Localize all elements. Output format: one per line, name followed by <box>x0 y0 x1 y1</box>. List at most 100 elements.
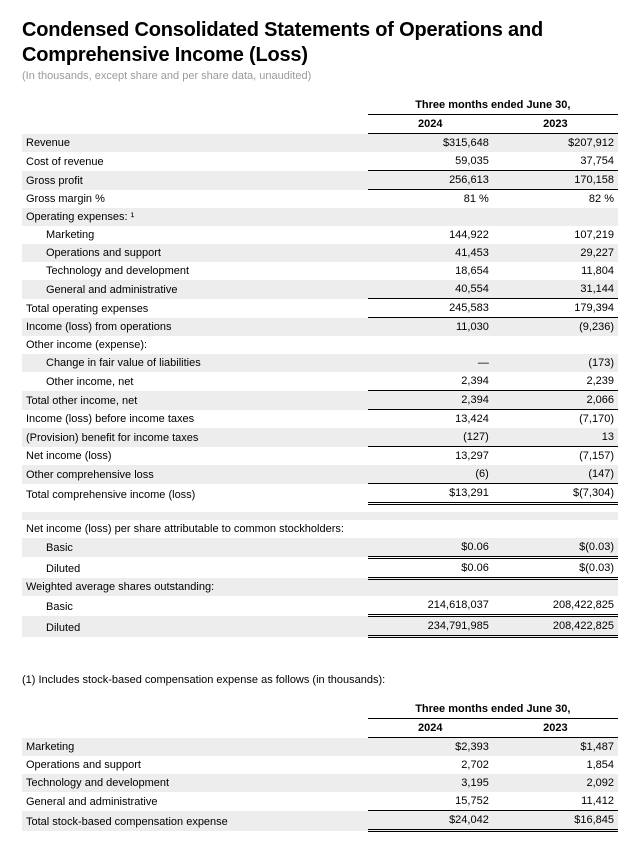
val-2024: (127) <box>368 428 493 447</box>
label: Total stock-based compensation expense <box>22 811 368 831</box>
year-header-row: 2024 2023 <box>22 115 618 134</box>
row-inc-before-tax: Income (loss) before income taxes 13,424… <box>22 410 618 429</box>
val-2023: 29,227 <box>493 244 618 262</box>
row-opexp-header: Operating expenses: ¹ <box>22 208 618 226</box>
label: Net income (loss) <box>22 447 368 466</box>
val-2024: 214,618,037 <box>368 596 493 616</box>
sbc-row-total: Total stock-based compensation expense $… <box>22 811 618 831</box>
row-total-other-inc: Total other income, net 2,394 2,066 <box>22 391 618 410</box>
label: Total operating expenses <box>22 299 368 318</box>
label: Other comprehensive loss <box>22 465 368 484</box>
label: Marketing <box>22 738 368 757</box>
label: Revenue <box>22 134 368 153</box>
row-net-income: Net income (loss) 13,297 (7,157) <box>22 447 618 466</box>
label: Marketing <box>22 226 368 244</box>
label: Operations and support <box>22 756 368 774</box>
label: Cost of revenue <box>22 152 368 171</box>
val-2023: 170,158 <box>493 171 618 190</box>
year-2023: 2023 <box>493 719 618 738</box>
label: Change in fair value of liabilities <box>22 354 368 372</box>
page-title: Condensed Consolidated Statements of Ope… <box>22 18 618 68</box>
val-2023: 13 <box>493 428 618 447</box>
row-other-inc-header: Other income (expense): <box>22 336 618 354</box>
val-2024: 256,613 <box>368 171 493 190</box>
val-2023: (7,170) <box>493 410 618 429</box>
label: Diluted <box>22 557 368 578</box>
val-2024: $0.06 <box>368 557 493 578</box>
val-2023: $1,487 <box>493 738 618 757</box>
row-eps-diluted: Diluted $0.06 $(0.03) <box>22 557 618 578</box>
val-2024: 81 % <box>368 190 493 209</box>
footnote-1: (1) Includes stock-based compensation ex… <box>22 674 618 686</box>
label: Operating expenses: ¹ <box>22 208 368 226</box>
val-2023: $207,912 <box>493 134 618 153</box>
val-2023: $(0.03) <box>493 557 618 578</box>
row-cost-revenue: Cost of revenue 59,035 37,754 <box>22 152 618 171</box>
label: Technology and development <box>22 262 368 280</box>
val-2023: (147) <box>493 465 618 484</box>
val-2023: 208,422,825 <box>493 596 618 616</box>
label: Weighted average shares outstanding: <box>22 578 368 596</box>
sbc-table: Three months ended June 30, 2024 2023 Ma… <box>22 700 618 832</box>
val-2023: 82 % <box>493 190 618 209</box>
sbc-row-marketing: Marketing $2,393 $1,487 <box>22 738 618 757</box>
val-2024: 40,554 <box>368 280 493 299</box>
val-2024: 2,702 <box>368 756 493 774</box>
row-other-inc-net: Other income, net 2,394 2,239 <box>22 372 618 391</box>
label: (Provision) benefit for income taxes <box>22 428 368 447</box>
sbc-period-header-row: Three months ended June 30, <box>22 700 618 719</box>
row-waso-diluted: Diluted 234,791,985 208,422,825 <box>22 616 618 637</box>
row-eps-header: Net income (loss) per share attributable… <box>22 520 618 538</box>
val-2023: 37,754 <box>493 152 618 171</box>
val-2023: 107,219 <box>493 226 618 244</box>
row-total-comp-inc: Total comprehensive income (loss) $13,29… <box>22 484 618 504</box>
label: Income (loss) from operations <box>22 318 368 337</box>
val-2024: (6) <box>368 465 493 484</box>
val-2024: $24,042 <box>368 811 493 831</box>
row-gross-profit: Gross profit 256,613 170,158 <box>22 171 618 190</box>
val-2023: 11,804 <box>493 262 618 280</box>
val-2024: 234,791,985 <box>368 616 493 637</box>
val-2024: 41,453 <box>368 244 493 262</box>
sbc-year-header-row: 2024 2023 <box>22 719 618 738</box>
val-2024: $13,291 <box>368 484 493 504</box>
operations-table: Three months ended June 30, 2024 2023 Re… <box>22 96 618 638</box>
val-2024: $0.06 <box>368 538 493 558</box>
val-2024: — <box>368 354 493 372</box>
row-gross-margin: Gross margin % 81 % 82 % <box>22 190 618 209</box>
year-2024: 2024 <box>368 719 493 738</box>
row-waso-basic: Basic 214,618,037 208,422,825 <box>22 596 618 616</box>
val-2023: $16,845 <box>493 811 618 831</box>
sbc-row-ga: General and administrative 15,752 11,412 <box>22 792 618 811</box>
val-2023: (9,236) <box>493 318 618 337</box>
val-2024: 2,394 <box>368 372 493 391</box>
val-2023: 179,394 <box>493 299 618 318</box>
row-prov-tax: (Provision) benefit for income taxes (12… <box>22 428 618 447</box>
val-2024: 11,030 <box>368 318 493 337</box>
subtitle: (In thousands, except share and per shar… <box>22 70 618 82</box>
row-ga: General and administrative 40,554 31,144 <box>22 280 618 299</box>
period-header: Three months ended June 30, <box>368 96 618 115</box>
val-2023: 2,066 <box>493 391 618 410</box>
sbc-row-ops-support: Operations and support 2,702 1,854 <box>22 756 618 774</box>
label: Net income (loss) per share attributable… <box>22 520 368 538</box>
val-2024: 18,654 <box>368 262 493 280</box>
val-2024: 15,752 <box>368 792 493 811</box>
val-2023: $(7,304) <box>493 484 618 504</box>
row-tech-dev: Technology and development 18,654 11,804 <box>22 262 618 280</box>
label: General and administrative <box>22 792 368 811</box>
label: Income (loss) before income taxes <box>22 410 368 429</box>
row-other-comp-loss: Other comprehensive loss (6) (147) <box>22 465 618 484</box>
row-ops-support: Operations and support 41,453 29,227 <box>22 244 618 262</box>
period-header: Three months ended June 30, <box>368 700 618 719</box>
label: Other income, net <box>22 372 368 391</box>
label: Gross margin % <box>22 190 368 209</box>
val-2024: 59,035 <box>368 152 493 171</box>
row-total-opexp: Total operating expenses 245,583 179,394 <box>22 299 618 318</box>
label: Total other income, net <box>22 391 368 410</box>
val-2023: (7,157) <box>493 447 618 466</box>
label: Gross profit <box>22 171 368 190</box>
label: Basic <box>22 538 368 558</box>
val-2023: $(0.03) <box>493 538 618 558</box>
val-2024: 13,424 <box>368 410 493 429</box>
